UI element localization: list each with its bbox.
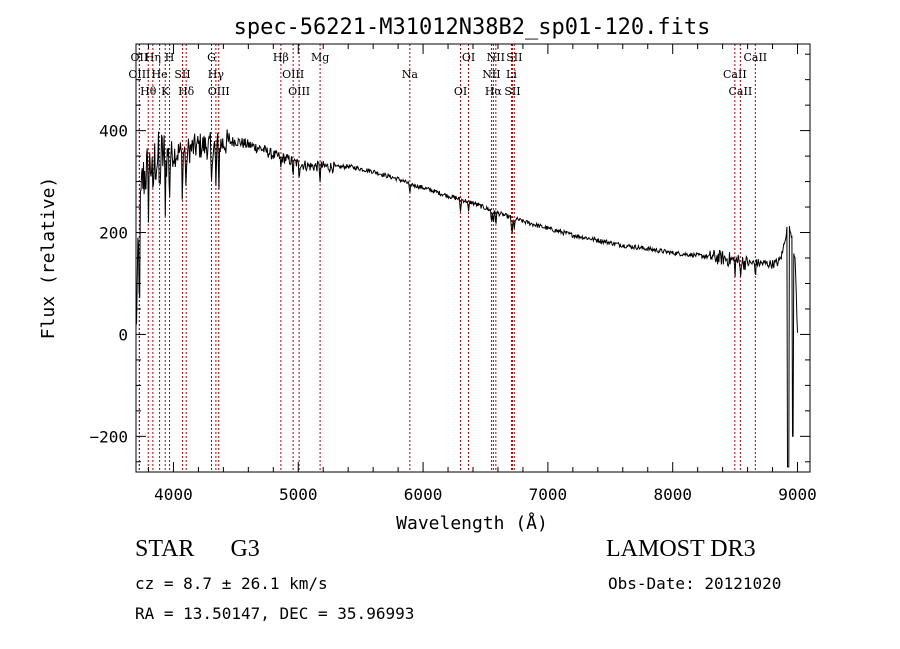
x-axis-label: Wavelength (Å) (396, 512, 548, 534)
line-label: G (207, 51, 216, 64)
line-label: Hδ (178, 85, 195, 98)
x-tick-label: 5000 (279, 485, 318, 504)
line-label: OII (131, 51, 149, 64)
line-label: OIII (282, 68, 304, 81)
x-axis: 4000 5000 6000 7000 8000 9000 (147, 44, 817, 504)
line-label: H (165, 51, 175, 64)
line-label: OIII (128, 68, 150, 81)
line-label: K (161, 85, 170, 98)
spectrum-line (135, 129, 798, 468)
line-label: OI (462, 51, 475, 64)
line-label: OIII (288, 85, 310, 98)
line-label: SII (504, 85, 520, 98)
subclass-label: G3 (230, 536, 260, 562)
x-tick-label: 7000 (529, 485, 568, 504)
redshift-readout: cz = 8.7 ± 26.1 km/s (135, 574, 328, 593)
line-label: Na (402, 68, 419, 81)
x-tick-label: 8000 (653, 485, 692, 504)
survey-label: LAMOST DR3 (606, 536, 756, 562)
line-label: CaII (743, 51, 767, 64)
line-label: Hα (485, 85, 503, 98)
object-class: STAR G3 (135, 536, 260, 563)
plot-frame (135, 43, 811, 473)
line-label: NII (482, 68, 500, 81)
x-tick-label: 6000 (404, 485, 443, 504)
line-label: Li (506, 68, 517, 81)
line-label: CaII (723, 68, 747, 81)
y-axis: −200 0 200 400 (89, 53, 810, 463)
line-label: OIII (208, 85, 230, 98)
line-label: Mg (311, 51, 329, 64)
x-tick-label: 9000 (778, 485, 817, 504)
chart-title: spec-56221-M31012N38B2_sp01-120.fits (234, 15, 711, 40)
ra-dec-readout: RA = 13.50147, DEC = 35.96993 (135, 604, 415, 623)
line-label: He (152, 68, 168, 81)
obs-date: Obs-Date: 20121020 (608, 574, 782, 593)
class-label: STAR (135, 536, 195, 562)
y-tick-label: −200 (89, 427, 128, 446)
y-tick-label: 400 (99, 122, 128, 141)
line-label: Hθ (140, 85, 157, 98)
x-tick-label: 4000 (154, 485, 193, 504)
y-axis-label: Flux (relative) (38, 177, 59, 340)
line-label: Hγ (208, 68, 225, 81)
line-labels: OII OIII Hθ Hη He K H SII Hδ G Hγ OIII Hβ OIII OIII Mg N… (128, 51, 767, 98)
line-markers (138, 44, 756, 472)
line-label: Hη (145, 51, 161, 64)
y-tick-label: 200 (99, 224, 128, 243)
line-label: SII (174, 68, 190, 81)
line-label: SII (506, 51, 522, 64)
y-tick-label: 0 (118, 325, 128, 344)
line-label: CaII (729, 85, 753, 98)
line-label: OI (454, 85, 467, 98)
line-label: NII (487, 51, 505, 64)
line-label: Hβ (273, 51, 289, 64)
